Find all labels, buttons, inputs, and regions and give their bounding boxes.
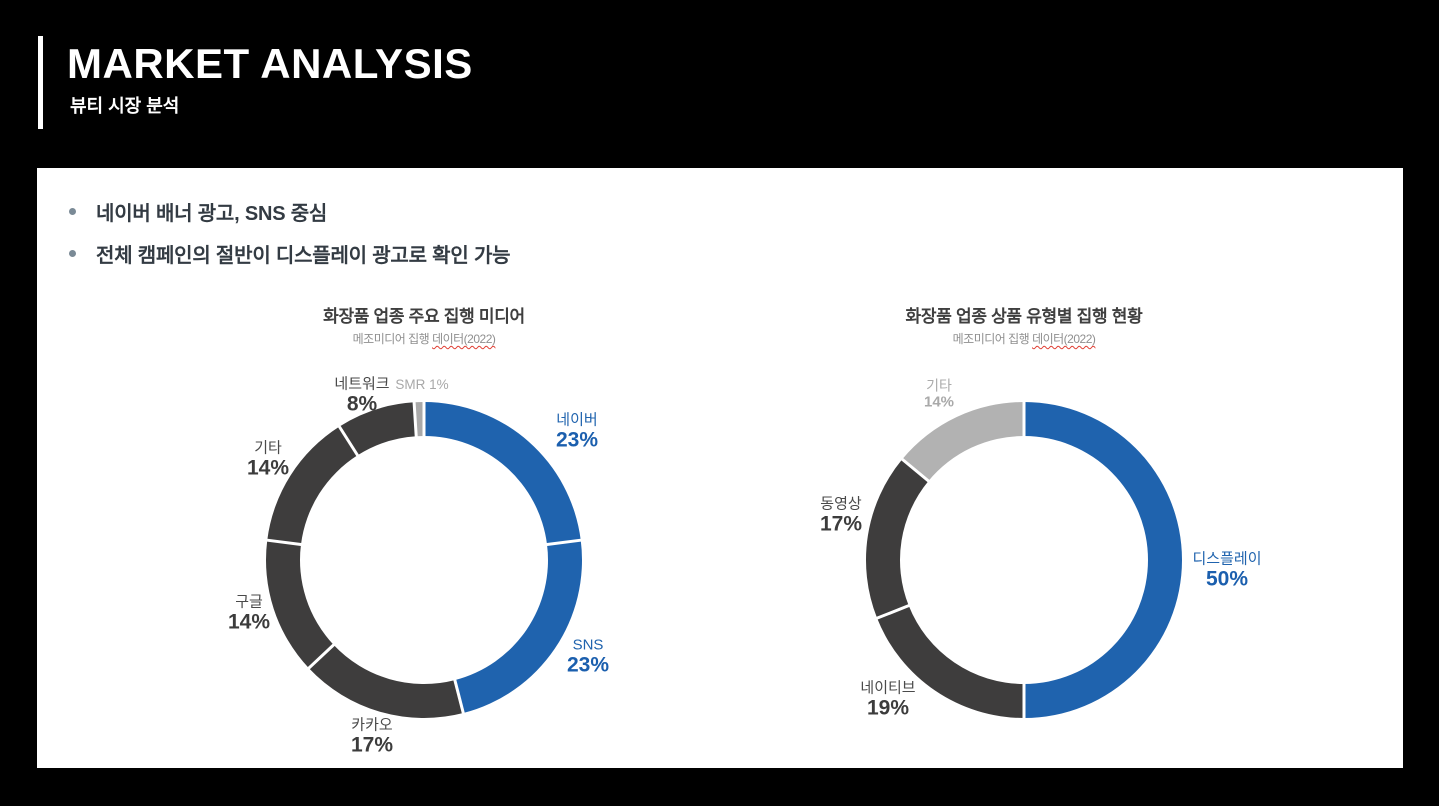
- slice-separator: [412, 401, 418, 439]
- title-accent-bar: [38, 36, 43, 129]
- bullet-text: 네이버 배너 광고, SNS 중심: [96, 202, 328, 225]
- chart-subtitle-text: 메조미디어 집행: [952, 332, 1033, 346]
- chart-subtitle: 메조미디어 집행 데이터(2022): [794, 330, 1254, 347]
- chart-title: 화장품 업종 주요 집행 미디어: [323, 307, 525, 326]
- slice-name: 디스플레이: [1192, 550, 1262, 568]
- donut-slice-native: [877, 605, 1024, 718]
- donut-slice-network: [339, 402, 417, 456]
- slice-name: 동영상: [820, 495, 862, 513]
- donut-slice-etc: [267, 426, 358, 545]
- page-title: MARKET ANALYSIS: [67, 40, 473, 87]
- slice-percent: 17%: [819, 512, 863, 536]
- donut-chart-svg: [266, 401, 582, 718]
- donut-slice-google: [266, 540, 334, 669]
- chart-subtitle-spellcheck-text: 데이터(2022): [1032, 332, 1096, 346]
- slice-percent: 17%: [350, 733, 394, 757]
- donut-slice-naver: [424, 402, 581, 545]
- slice-separator: [337, 424, 360, 458]
- product-type-donut-chart: 화장품 업종 상품 유형별 집행 현황 메조미디어 집행 데이터(2022) 디…: [794, 298, 1262, 768]
- slice-name: 기타: [926, 377, 952, 394]
- donut-slice-video: [866, 459, 929, 619]
- slice-separator: [307, 642, 337, 670]
- chart-subtitle: 메조미디어 집행 데이터(2022): [194, 330, 654, 347]
- bullet-item: 전체 캠페인의 절반이 디스플레이 광고로 확인 가능: [69, 240, 511, 267]
- media-share-donut-chart: 화장품 업종 주요 집행 미디어 메조미디어 집행 데이터(2022) 네이버 2…: [194, 298, 654, 768]
- slice-separator: [266, 538, 304, 547]
- slice-percent: 50%: [1205, 567, 1249, 591]
- bullet-dot-icon: [69, 207, 76, 215]
- donut-slice-etc: [902, 402, 1024, 481]
- slice-separator: [875, 603, 912, 620]
- slice-name: 네트워크: [334, 375, 390, 393]
- slice-separator: [452, 677, 465, 715]
- slice-label-smr: SMR 1%: [395, 377, 449, 393]
- slice-label-video: 동영상 17%: [820, 495, 862, 536]
- slice-separator: [544, 538, 582, 547]
- donut-chart-svg: [866, 401, 1182, 719]
- donut-slice-kakao: [308, 644, 464, 718]
- bullet-dot-icon: [69, 249, 76, 257]
- bullet-item: 네이버 배너 광고, SNS 중심: [69, 198, 510, 225]
- slice-separator: [900, 457, 931, 484]
- donut-slice-sns: [454, 540, 582, 714]
- donut-slice-display: [1024, 402, 1182, 718]
- chart-title: 화장품 업종 상품 유형별 집행 현황: [905, 307, 1143, 326]
- slice-label-kakao: 카카오 17%: [351, 716, 393, 757]
- content-panel: 네이버 배너 광고, SNS 중심 전체 캠페인의 절반이 디스플레이 광고로 …: [37, 168, 1403, 768]
- slice-label-display: 디스플레이 50%: [1192, 550, 1261, 591]
- chart-subtitle-spellcheck-text: 데이터(2022): [432, 332, 496, 346]
- bullet-list: 네이버 배너 광고, SNS 중심 전체 캠페인의 절반이 디스플레이 광고로 …: [69, 198, 511, 282]
- page-subtitle: 뷰티 시장 분석: [70, 96, 180, 116]
- chart-subtitle-text: 메조미디어 집행: [352, 332, 433, 346]
- bullet-text: 전체 캠페인의 절반이 디스플레이 광고로 확인 가능: [96, 244, 511, 267]
